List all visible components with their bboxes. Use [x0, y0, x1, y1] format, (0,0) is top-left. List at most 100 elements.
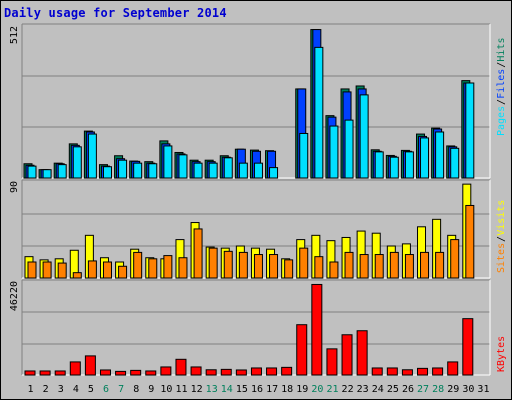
bar-sites-day28 — [435, 251, 445, 279]
bar-sites-day16 — [253, 254, 263, 279]
bar-sites-day14 — [223, 250, 233, 279]
bar-pages-day10 — [163, 145, 173, 179]
chart-title: Daily usage for September 2014 — [4, 6, 227, 20]
legend-hits-4: Hits — [496, 38, 507, 62]
bar-sites-day12 — [193, 228, 203, 279]
bar-pages-day25 — [389, 156, 399, 179]
day-label-13: 13 — [206, 384, 218, 395]
bar-sites-day30 — [465, 204, 475, 279]
day-label-1: 1 — [28, 384, 34, 395]
bar-kbytes-day18 — [281, 366, 293, 376]
ymax-label-hits: 512 — [9, 26, 20, 44]
bar-kbytes-day13 — [205, 369, 217, 376]
bar-kbytes-day1 — [24, 370, 36, 376]
day-label-26: 26 — [402, 384, 414, 395]
bar-kbytes-day12 — [190, 366, 202, 376]
bar-sites-day25 — [389, 251, 399, 279]
bar-sites-day19 — [299, 247, 309, 279]
day-label-23: 23 — [357, 384, 369, 395]
bar-sites-day5 — [87, 260, 97, 279]
legend-visits-2: Visits — [496, 200, 507, 236]
bar-sites-day29 — [450, 239, 460, 279]
bar-kbytes-day27 — [417, 367, 429, 376]
bar-sites-day2 — [42, 261, 52, 279]
day-label-2: 2 — [43, 384, 49, 395]
legend-hits-2: Files — [496, 69, 507, 99]
bar-pages-day7 — [118, 159, 128, 179]
bar-sites-day6 — [102, 261, 112, 279]
day-label-6: 6 — [103, 384, 109, 395]
bar-kbytes-day23 — [356, 330, 368, 376]
day-label-27: 27 — [417, 384, 429, 395]
day-label-17: 17 — [266, 384, 278, 395]
day-label-25: 25 — [387, 384, 399, 395]
day-label-4: 4 — [73, 384, 79, 395]
bar-pages-day5 — [87, 133, 97, 179]
bar-sites-day4 — [72, 272, 82, 279]
bar-sites-day27 — [420, 251, 430, 279]
day-label-3: 3 — [58, 384, 64, 395]
bar-sites-day13 — [208, 247, 218, 279]
bar-pages-day8 — [133, 162, 143, 179]
legend-hits-0: Pages — [496, 106, 507, 136]
day-label-12: 12 — [191, 384, 203, 395]
day-label-28: 28 — [432, 384, 444, 395]
bar-kbytes-day9 — [145, 370, 157, 376]
day-label-16: 16 — [251, 384, 263, 395]
day-label-7: 7 — [118, 384, 124, 395]
bar-kbytes-day21 — [326, 348, 338, 376]
bar-kbytes-day8 — [130, 369, 142, 376]
day-label-14: 14 — [221, 384, 233, 395]
bar-kbytes-day19 — [296, 324, 308, 376]
day-label-8: 8 — [133, 384, 139, 395]
bar-kbytes-day2 — [39, 370, 51, 376]
bar-sites-day11 — [178, 257, 188, 279]
bar-pages-day26 — [404, 151, 414, 179]
bar-sites-day22 — [344, 251, 354, 279]
bar-sites-day24 — [374, 254, 384, 279]
bar-pages-day21 — [329, 125, 339, 179]
bar-pages-day16 — [253, 162, 263, 179]
bar-kbytes-day25 — [386, 367, 398, 376]
bar-sites-day8 — [133, 251, 143, 279]
bar-pages-day20 — [314, 46, 324, 179]
bar-sites-day10 — [163, 255, 173, 279]
bar-pages-day22 — [344, 119, 354, 179]
bar-kbytes-day17 — [266, 367, 278, 376]
bar-pages-day15 — [238, 162, 248, 179]
bar-pages-day29 — [450, 147, 460, 179]
bar-kbytes-day11 — [175, 358, 187, 376]
bar-kbytes-day3 — [54, 370, 66, 376]
legend-visits-1: / — [496, 236, 507, 242]
bar-pages-day19 — [299, 132, 309, 179]
bar-pages-day13 — [208, 162, 218, 179]
bar-kbytes-day26 — [401, 369, 413, 376]
day-label-15: 15 — [236, 384, 248, 395]
day-label-9: 9 — [148, 384, 154, 395]
bar-pages-day2 — [42, 169, 52, 179]
bar-sites-day3 — [57, 262, 67, 279]
bar-pages-day6 — [102, 166, 112, 179]
ymax-label-visits: 90 — [9, 181, 20, 193]
bar-kbytes-day30 — [462, 318, 474, 376]
day-label-22: 22 — [342, 384, 354, 395]
bar-pages-day3 — [57, 164, 67, 179]
bar-pages-day9 — [148, 163, 158, 179]
day-label-24: 24 — [372, 384, 384, 395]
bar-pages-day1 — [27, 165, 37, 179]
legend-kbytes-0: KBytes — [496, 336, 507, 372]
day-label-11: 11 — [175, 384, 187, 395]
bar-pages-day24 — [374, 151, 384, 179]
bar-kbytes-day14 — [220, 368, 232, 376]
bar-pages-day14 — [223, 157, 233, 179]
legend-visits-0: Sites — [496, 243, 507, 273]
bar-pages-day30 — [465, 82, 475, 179]
bar-sites-day15 — [238, 251, 248, 279]
bar-kbytes-day20 — [311, 283, 323, 376]
bar-kbytes-day5 — [84, 355, 96, 376]
bar-sites-day9 — [148, 258, 158, 279]
ymax-label-kbytes: 46220 — [9, 281, 20, 311]
day-label-19: 19 — [296, 384, 308, 395]
day-label-31: 31 — [477, 384, 489, 395]
bar-sites-day1 — [27, 261, 37, 279]
